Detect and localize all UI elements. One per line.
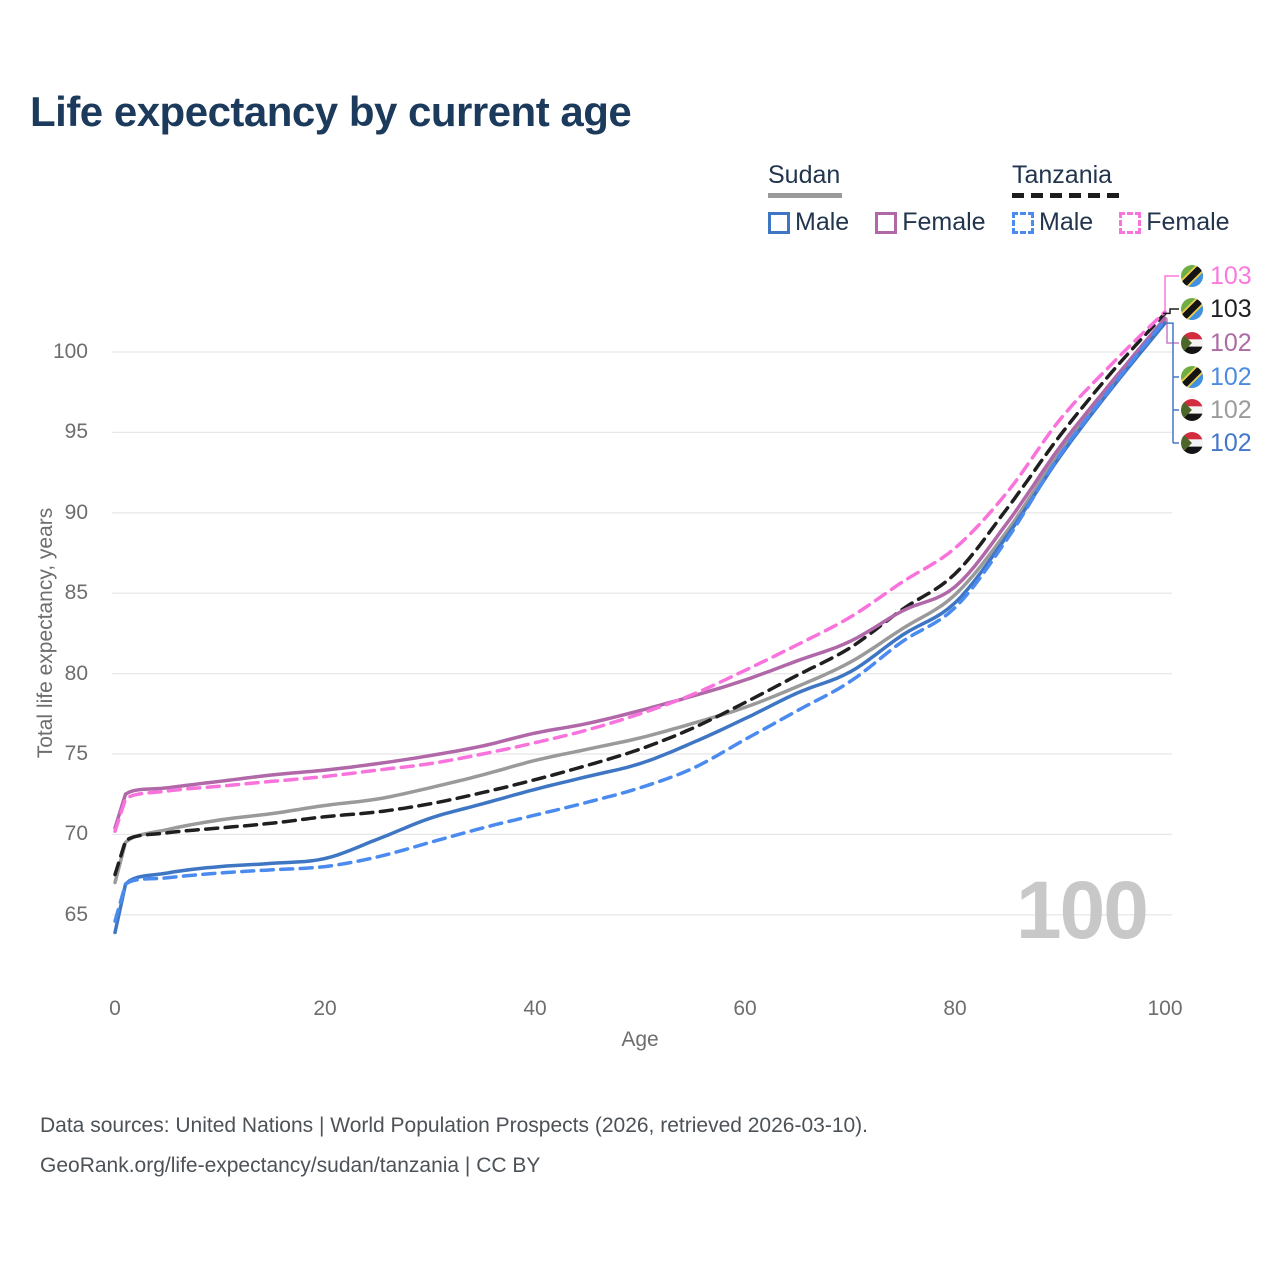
y-tick-70: 70 xyxy=(64,822,88,846)
sudan-flag-icon xyxy=(1181,432,1203,454)
end-value: 103 xyxy=(1210,294,1252,323)
sudan-flag-icon xyxy=(1181,332,1203,354)
footer: Data sources: United Nations | World Pop… xyxy=(40,1106,868,1186)
end-label-tanzania-male[interactable]: 102 xyxy=(1181,362,1252,392)
connector xyxy=(1164,275,1179,312)
tanzania-female-swatch[interactable] xyxy=(1119,211,1142,234)
series-line-sudan-female[interactable] xyxy=(113,316,1167,830)
end-value: 102 xyxy=(1210,328,1252,357)
end-value: 102 xyxy=(1210,395,1252,424)
y-tick-95: 95 xyxy=(64,420,88,444)
series-line-sudan-total[interactable] xyxy=(113,319,1167,885)
gridlines xyxy=(112,351,1172,916)
x-tick-20: 20 xyxy=(313,997,337,1020)
end-label-sudan-male[interactable]: 102 xyxy=(1181,428,1252,458)
y-tick-85: 85 xyxy=(64,581,88,605)
end-label-sudan-total[interactable]: 102 xyxy=(1181,395,1252,425)
x-axis-title: Age xyxy=(621,1028,659,1051)
x-tick-40: 40 xyxy=(523,997,547,1020)
series-line-tanzania-total[interactable] xyxy=(113,311,1167,877)
tanzania-flag-icon xyxy=(1181,366,1203,388)
legend-label-tanzania-male[interactable]: Male xyxy=(1039,208,1094,236)
end-label-tanzania-female[interactable]: 103 xyxy=(1181,261,1252,291)
footer-data-sources: Data sources: United Nations | World Pop… xyxy=(40,1114,869,1137)
y-tick-90: 90 xyxy=(64,500,88,524)
series-line-sudan-male[interactable] xyxy=(113,321,1167,935)
connector xyxy=(1166,318,1179,344)
end-label-tanzania-total[interactable]: 103 xyxy=(1181,294,1252,324)
end-label-sudan-female[interactable]: 102 xyxy=(1181,328,1252,358)
x-tick-80: 80 xyxy=(943,997,967,1020)
sudan-female-swatch[interactable] xyxy=(875,211,898,234)
y-tick-100: 100 xyxy=(52,340,88,363)
end-value: 103 xyxy=(1210,261,1252,290)
connector xyxy=(1163,308,1179,315)
legend-label-sudan-male[interactable]: Male xyxy=(795,208,850,236)
series-line-tanzania-male[interactable] xyxy=(113,318,1167,923)
legend-group-sudan: Sudan Male Female xyxy=(768,161,986,237)
end-value: 102 xyxy=(1210,428,1252,457)
age-watermark: 100 xyxy=(1016,865,1149,956)
x-tick-0: 0 xyxy=(109,997,121,1020)
sudan-male-swatch[interactable] xyxy=(768,211,790,234)
tanzania-total-line-swatch xyxy=(1012,193,1122,198)
legend-title-tanzania[interactable]: Tanzania xyxy=(1012,161,1113,189)
end-label-connectors xyxy=(1163,275,1179,444)
y-tick-75: 75 xyxy=(64,742,88,765)
legend-label-sudan-female[interactable]: Female xyxy=(902,208,986,236)
tanzania-flag-icon xyxy=(1181,265,1203,287)
legend-title-sudan[interactable]: Sudan xyxy=(768,161,841,189)
end-value: 102 xyxy=(1210,362,1252,391)
page-title: Life expectancy by current age xyxy=(30,88,632,135)
footer-attribution: GeoRank.org/life-expectancy/sudan/tanzan… xyxy=(40,1154,541,1177)
legend-label-tanzania-female[interactable]: Female xyxy=(1146,208,1230,236)
x-tick-60: 60 xyxy=(733,997,757,1020)
series-line-tanzania-female[interactable] xyxy=(113,310,1167,833)
connector xyxy=(1163,322,1179,444)
sudan-flag-icon xyxy=(1181,399,1203,421)
x-tick-100: 100 xyxy=(1147,997,1183,1020)
tanzania-flag-icon xyxy=(1181,298,1203,320)
sudan-total-line-swatch xyxy=(768,193,842,198)
y-axis-title: Total life expectancy, years xyxy=(34,507,57,759)
legend-group-tanzania: Tanzania Male Female xyxy=(1012,161,1230,237)
y-tick-65: 65 xyxy=(64,902,88,926)
tanzania-male-swatch[interactable] xyxy=(1012,211,1034,234)
y-tick-80: 80 xyxy=(64,661,88,685)
